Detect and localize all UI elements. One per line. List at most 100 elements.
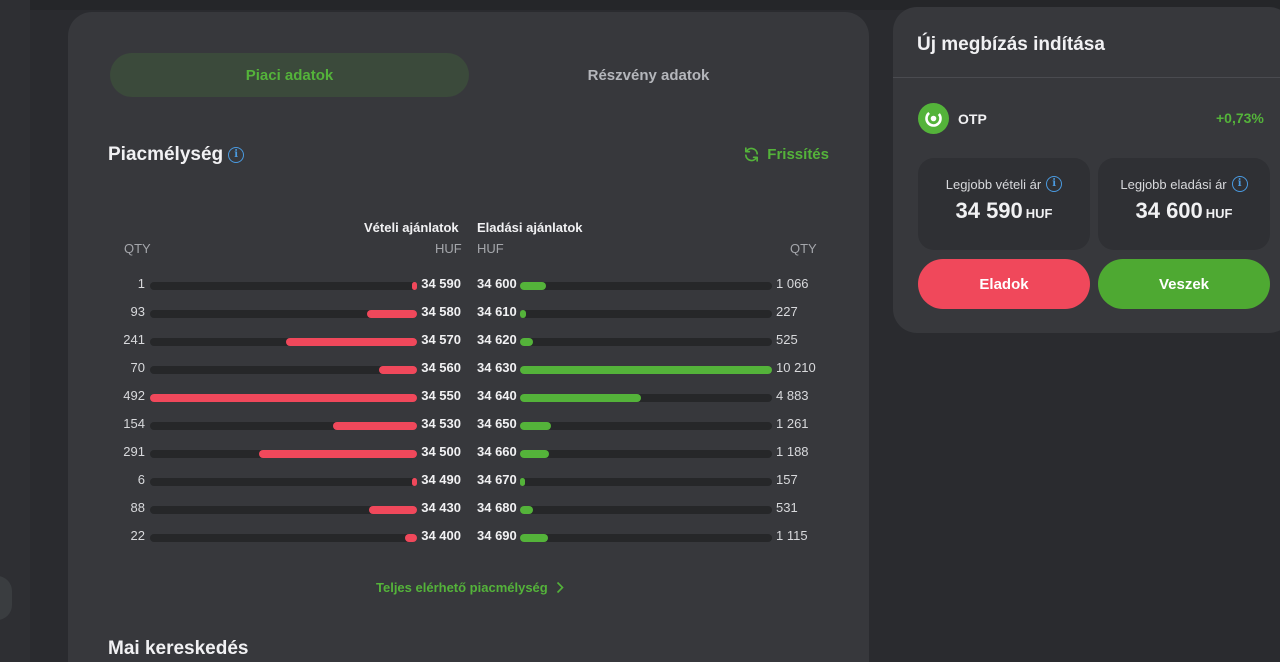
ask-qty: 1 261 [776, 416, 809, 431]
bid-price: 34 530 [421, 416, 461, 431]
order-book: 1 34 590 34 600 1 066 93 34 580 34 610 227 241 34… [68, 271, 869, 551]
bid-bar [286, 338, 417, 346]
bid-bar [369, 506, 417, 514]
ask-bar [520, 450, 549, 458]
ask-price: 34 650 [477, 416, 517, 431]
ask-price: 34 660 [477, 444, 517, 459]
bid-bar [367, 310, 417, 318]
bid-bar [379, 366, 417, 374]
ask-bar-track [520, 366, 772, 374]
best-bid-value: 34 590 [955, 198, 1023, 223]
bid-bar [405, 534, 417, 542]
chevron-right-icon [556, 581, 564, 594]
bid-qty: 154 [123, 416, 145, 431]
ask-bar [520, 366, 772, 374]
order-book-row: 93 34 580 34 610 227 [68, 299, 869, 327]
best-ask-value: 34 600 [1135, 198, 1203, 223]
ask-qty: 1 115 [776, 528, 808, 543]
today-trading-title: Mai kereskedés [108, 638, 249, 659]
ask-price: 34 680 [477, 500, 517, 515]
order-book-row: 1 34 590 34 600 1 066 [68, 271, 869, 299]
ask-price: 34 630 [477, 360, 517, 375]
ask-qty: 1 066 [776, 276, 809, 291]
ticker-info: OTP [918, 103, 987, 134]
bid-price: 34 550 [421, 388, 461, 403]
ask-bar-track [520, 534, 772, 542]
bid-price: 34 580 [421, 304, 461, 319]
sell-button[interactable]: Eladok [918, 259, 1090, 309]
bid-price: 34 570 [421, 332, 461, 347]
info-icon[interactable]: i [1231, 176, 1248, 192]
ask-bar [520, 338, 533, 346]
ask-header: Eladási ajánlatok [477, 220, 583, 235]
bid-bar [333, 422, 417, 430]
ask-bar-track [520, 506, 772, 514]
order-book-row: 70 34 560 34 630 10 210 [68, 355, 869, 383]
tab-stock-data[interactable]: Részvény adatok [587, 66, 710, 84]
tab-market-data[interactable]: Piaci adatok [110, 53, 469, 97]
bid-qty: 291 [123, 444, 145, 459]
currency-label: HUF [1025, 206, 1053, 221]
bid-bar-track [150, 506, 417, 514]
bid-bar [259, 450, 417, 458]
sidebar-toggle[interactable] [0, 576, 12, 620]
ask-bar [520, 394, 641, 402]
order-book-row: 241 34 570 34 620 525 [68, 327, 869, 355]
ask-bar-track [520, 422, 772, 430]
order-book-row: 88 34 430 34 680 531 [68, 495, 869, 523]
best-bid-box: Legjobb vételi ár i 34 590 HUF [918, 158, 1090, 250]
bid-price: 34 500 [421, 444, 461, 459]
buy-button[interactable]: Veszek [1098, 259, 1270, 309]
bid-price: 34 560 [421, 360, 461, 375]
ask-bar-track [520, 310, 772, 318]
best-ask-label: Legjobb eladási ár [1120, 176, 1227, 192]
ask-price: 34 690 [477, 528, 517, 543]
ask-price: 34 600 [477, 276, 517, 291]
ask-bar-track [520, 478, 772, 486]
market-data-panel: Piaci adatok Részvény adatok Piacmélység… [68, 12, 869, 662]
best-ask-box: Legjobb eladási ár i 34 600 HUF [1098, 158, 1270, 250]
ask-bar [520, 282, 546, 290]
left-sidebar [0, 0, 30, 662]
bid-qty: 1 [137, 276, 145, 291]
ask-bar [520, 422, 551, 430]
ask-price: 34 670 [477, 472, 517, 487]
full-depth-link[interactable]: Teljes elérhető piacmélység [376, 580, 564, 595]
order-book-row: 291 34 500 34 660 1 188 [68, 439, 869, 467]
ask-currency-label: HUF [477, 241, 504, 256]
ask-qty: 10 210 [776, 360, 816, 375]
bid-header: Vételi ajánlatok [364, 220, 459, 235]
order-book-row: 492 34 550 34 640 4 883 [68, 383, 869, 411]
divider [893, 77, 1280, 78]
new-order-title: Új megbízás indítása [917, 34, 1105, 55]
refresh-button[interactable]: Frissítés [743, 146, 829, 163]
ask-qty: 157 [776, 472, 798, 487]
refresh-icon [745, 147, 759, 162]
bid-bar [150, 394, 417, 402]
ask-qty: 227 [776, 304, 798, 319]
new-order-panel: Új megbízás indítása OTP +0,73% Legjobb … [893, 7, 1280, 333]
top-strip [0, 0, 1280, 10]
best-bid-label: Legjobb vételi ár [945, 176, 1042, 192]
bid-bar-track [150, 282, 417, 290]
bid-bar-track [150, 394, 417, 402]
ticker-symbol: OTP [958, 110, 987, 127]
info-icon[interactable]: i [228, 147, 245, 163]
bid-qty: 241 [123, 332, 145, 347]
market-depth-label: Piacmélység [108, 144, 224, 165]
ask-bar-track [520, 450, 772, 458]
ask-bar-track [520, 394, 772, 402]
order-book-row: 154 34 530 34 650 1 261 [68, 411, 869, 439]
bid-qty-label: QTY [124, 241, 151, 256]
ask-price: 34 610 [477, 304, 517, 319]
full-depth-label: Teljes elérhető piacmélység [376, 580, 548, 595]
ask-qty-label: QTY [790, 241, 817, 256]
bid-bar-track [150, 534, 417, 542]
refresh-label: Frissítés [767, 146, 829, 163]
order-book-row: 22 34 400 34 690 1 115 [68, 523, 869, 551]
currency-label: HUF [1205, 206, 1233, 221]
info-icon[interactable]: i [1046, 176, 1063, 192]
ask-qty: 531 [776, 500, 798, 515]
order-book-row: 6 34 490 34 670 157 [68, 467, 869, 495]
ask-qty: 525 [776, 332, 798, 347]
